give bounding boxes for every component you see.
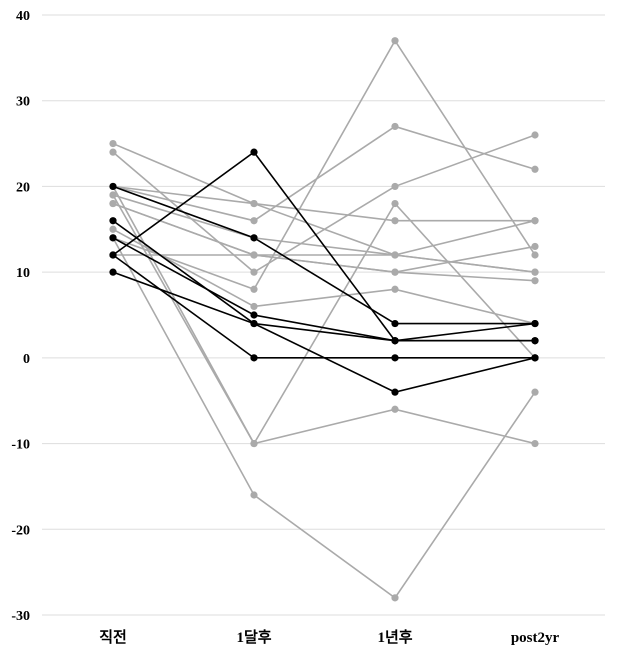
series-line [112,202,536,282]
series-lines [109,37,539,602]
data-point [250,217,258,225]
series-line [112,194,536,445]
series-line [112,186,536,446]
data-point [109,268,117,276]
data-point [109,182,117,191]
data-point [109,139,117,148]
data-point [531,277,539,285]
data-point [531,165,539,173]
series [109,148,539,345]
series [109,131,539,276]
data-point [250,268,258,276]
data-point [250,148,258,156]
data-point [391,285,399,293]
data-point [391,354,399,362]
data-point [391,251,399,259]
series-line [112,228,536,325]
data-point [391,217,399,225]
data-point [250,302,258,311]
data-point [109,217,117,225]
x-tick-label: post2yr [511,630,560,646]
data-point [109,199,117,208]
y-tick-label: 40 [16,9,30,24]
series [109,268,539,345]
series-line [112,237,536,599]
series-line [112,185,535,222]
data-point [250,439,258,448]
series-line [112,237,536,342]
data-point [531,131,539,139]
data-point [391,268,399,276]
data-point [109,234,117,242]
y-tick-label: -30 [11,609,30,624]
data-point [391,319,399,328]
data-point [109,148,117,156]
data-point [109,251,117,259]
x-tick-label: 1년후 [377,629,412,646]
data-point [250,234,258,242]
data-point [531,354,539,362]
data-point [531,319,539,328]
data-point [250,199,258,208]
series [109,182,539,448]
y-axis-ticks: 40 30 20 10 0 -10 -20 -30 [11,9,30,624]
data-point [531,337,539,345]
series [109,217,539,396]
data-point [391,122,399,131]
series-line [112,254,535,359]
data-point [531,388,539,396]
data-point [531,439,539,448]
series-line [112,151,535,342]
x-tick-label: 직전 [99,628,127,646]
y-tick-label: 0 [23,352,30,367]
series-line [112,185,535,325]
data-point [391,405,399,413]
x-tick-label: 1달후 [236,628,271,646]
data-point [391,388,399,396]
data-point [250,354,258,362]
data-point [531,251,539,259]
series-line [112,134,536,274]
series-line [113,254,536,273]
y-tick-label: -20 [11,523,30,538]
data-point [531,217,539,225]
data-point [391,199,399,208]
series [109,234,539,602]
series [109,234,539,345]
x-axis-ticks: 직전 1달후 1년후 post2yr [99,628,559,646]
gridlines [42,14,605,616]
series [109,191,539,448]
data-point [531,242,539,251]
data-point [250,311,258,319]
series-line [112,271,535,342]
data-point [391,337,399,345]
data-point [531,268,539,276]
data-point [250,285,258,293]
data-point [391,182,399,191]
y-tick-label: 30 [16,95,30,110]
data-point [109,225,117,233]
series-line [112,39,536,291]
data-point [250,251,258,259]
y-tick-label: -10 [11,438,30,453]
data-point [250,319,258,328]
data-point [391,594,399,602]
series [109,251,539,362]
y-tick-label: 20 [16,180,30,195]
data-point [109,191,117,199]
data-point [391,37,399,45]
y-tick-label: 10 [16,266,30,281]
data-point [250,491,258,499]
series-line [112,142,536,256]
